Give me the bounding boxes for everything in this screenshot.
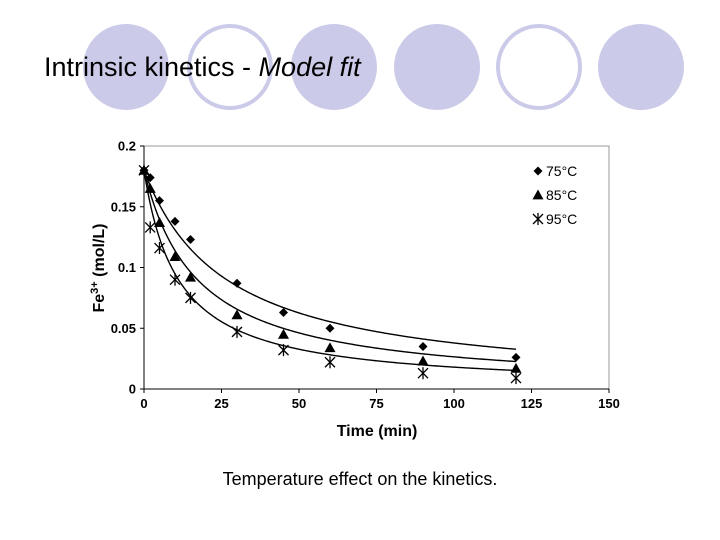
legend-label: 85°C <box>546 187 577 203</box>
fit-curves <box>143 170 517 372</box>
data-point-triangle <box>417 355 429 366</box>
title-italic: Model fit <box>258 52 361 82</box>
fit-curve-triangle <box>143 170 517 363</box>
fit-curve-diamond <box>143 170 517 350</box>
x-axis-label: Time (min) <box>337 423 418 440</box>
data-point-diamond <box>325 323 335 333</box>
data-point-triangle <box>154 217 165 227</box>
data-point-triangle <box>278 328 289 339</box>
data-point-diamond <box>186 235 195 245</box>
y-axis-label-base: Fe <box>91 294 108 313</box>
y-tick-label: 0.1 <box>118 260 136 275</box>
data-point-diamond <box>155 196 164 206</box>
data-point-asterisk <box>510 372 522 385</box>
y-tick-label: 0.05 <box>111 321 136 336</box>
slide-title: Intrinsic kinetics - Model fit <box>44 52 361 83</box>
slide-caption: Temperature effect on the kinetics. <box>222 469 498 489</box>
data-point-diamond <box>279 307 288 317</box>
data-point-asterisk <box>169 273 181 286</box>
y-tick-label: 0 <box>129 382 136 397</box>
data-point-diamond <box>511 352 521 362</box>
chart-legend: 75°C 85°C 95°C <box>532 163 577 227</box>
data-point-triangle <box>510 362 522 373</box>
data-point-diamond <box>418 341 428 351</box>
data-point-diamond <box>145 173 155 183</box>
y-tick-label: 0.15 <box>111 199 136 214</box>
y-tick-label: 0.2 <box>118 139 136 154</box>
x-axis: 0 25 50 75 100 125 150 <box>140 388 620 411</box>
fit-curve-asterisk <box>143 170 517 372</box>
decor-circle-3 <box>291 24 377 110</box>
decor-circle-4 <box>394 24 480 110</box>
y-axis-label: Fe3+ (mol/L) <box>89 224 108 313</box>
y-axis: 0 0.05 0.1 0.15 0.2 <box>111 139 145 397</box>
data-point-diamond <box>232 278 242 288</box>
data-point-asterisk <box>154 242 165 255</box>
kinetics-chart: 0 0.05 0.1 0.15 0.2 0 25 50 75 100 125 150 75°C 85°… <box>89 139 620 441</box>
data-point-triangle <box>169 251 181 261</box>
data-point-triangle <box>324 342 336 353</box>
plot-area <box>143 145 610 390</box>
x-tick-label: 0 <box>140 396 147 411</box>
data-point-asterisk <box>144 221 156 234</box>
x-tick-label: 150 <box>598 396 620 411</box>
decor-circle-2 <box>187 24 273 110</box>
y-axis-label-unit: (mol/L) <box>91 224 108 282</box>
x-tick-label: 100 <box>443 396 465 411</box>
data-markers <box>138 164 522 385</box>
legend-label: 95°C <box>546 211 577 227</box>
legend-marker-triangle <box>532 189 544 200</box>
decor-circle-1 <box>83 24 169 110</box>
data-point-asterisk <box>185 291 196 304</box>
data-point-asterisk <box>138 164 150 177</box>
decor-circle-5 <box>496 24 582 110</box>
data-point-asterisk <box>324 356 336 369</box>
x-tick-label: 25 <box>214 396 228 411</box>
y-axis-label-sup: 3+ <box>89 281 101 294</box>
data-point-triangle <box>144 183 156 193</box>
legend-marker-diamond <box>533 166 543 176</box>
title-main: Intrinsic kinetics - <box>44 52 259 82</box>
data-point-asterisk <box>417 367 429 380</box>
data-point-triangle <box>231 309 243 320</box>
x-tick-label: 75 <box>369 396 383 411</box>
data-point-asterisk <box>231 325 243 338</box>
data-point-asterisk <box>278 344 289 357</box>
x-tick-label: 50 <box>292 396 306 411</box>
x-tick-label: 125 <box>521 396 543 411</box>
decor-circle-6 <box>598 24 684 110</box>
data-point-diamond <box>170 216 180 226</box>
legend-marker-asterisk <box>532 213 544 225</box>
legend-label: 75°C <box>546 163 577 179</box>
data-point-triangle <box>185 271 196 282</box>
